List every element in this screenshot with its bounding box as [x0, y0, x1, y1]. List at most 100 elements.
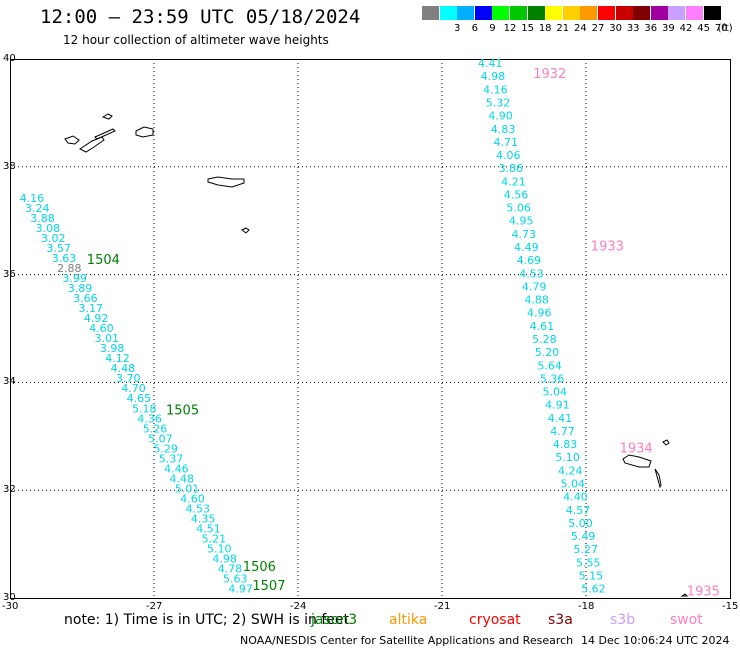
swh-value: 5.63: [223, 573, 248, 586]
pass-time-label: 1505: [166, 404, 199, 419]
swh-value: 4.78: [218, 563, 243, 576]
legend-swatch: [474, 6, 492, 20]
y-tick-label: 30: [3, 592, 16, 603]
legend-swatch: [615, 6, 633, 20]
x-tick-label: -15: [722, 601, 739, 612]
swh-value: 5.26: [143, 422, 168, 435]
swh-value: 3.63: [52, 252, 77, 265]
swh-value: 5.18: [132, 402, 157, 415]
island-outline: [654, 468, 662, 489]
legend-label: 27: [591, 23, 605, 34]
map-frame: [10, 59, 731, 599]
swh-value: 3.01: [95, 332, 120, 345]
swh-value: 4.61: [530, 320, 555, 333]
island-outline: [94, 128, 116, 140]
swh-value: 4.98: [481, 70, 506, 83]
swh-value: 2.88: [57, 262, 81, 275]
footer-timestamp: 14 Dec 10:06:24 UTC 2024: [581, 634, 730, 647]
swh-value: 4.57: [566, 504, 591, 517]
swh-value: 3.08: [36, 222, 61, 235]
swh-value: 5.10: [555, 451, 580, 464]
x-tick-label: -21: [434, 601, 451, 612]
legend-swatch: [492, 6, 510, 20]
legend-unit: (ft): [717, 23, 733, 34]
legend-label: 24: [574, 23, 587, 34]
swh-value: 4.56: [504, 188, 529, 201]
swh-value: 3.57: [46, 242, 71, 255]
swh-value: 5.21: [202, 533, 227, 546]
swh-value: 4.70: [121, 382, 146, 395]
swh-value: 3.66: [73, 292, 98, 305]
swh-value: 3.98: [100, 342, 125, 355]
swh-value: 4.60: [89, 322, 114, 335]
legend-label: 70: [714, 23, 728, 34]
swh-value: 5.32: [486, 96, 511, 109]
legend-swatch: [650, 6, 668, 20]
swh-value: 3.17: [78, 302, 103, 315]
island-outline: [241, 227, 250, 234]
legend-label: 18: [538, 23, 552, 34]
y-tick-label: 40: [3, 53, 16, 64]
swh-value: 3.99: [62, 272, 87, 285]
swh-value: 5.04: [543, 386, 568, 399]
swh-value: 5.36: [540, 372, 565, 385]
swh-value: 4.16: [20, 192, 45, 205]
swh-value: 4.12: [105, 352, 130, 365]
legend-label: 6: [471, 23, 478, 34]
island-outline: [622, 454, 652, 468]
swh-value: 4.36: [137, 412, 162, 425]
legend-swatch: [598, 6, 615, 20]
legend-swatch: [422, 6, 439, 20]
swh-value: 5.28: [532, 333, 557, 346]
note-text: note: 1) Time is in UTC; 2) SWH is in fe…: [64, 612, 350, 628]
swh-value: 4.46: [164, 462, 189, 475]
swh-value: 4.60: [180, 492, 205, 505]
swh-value: 4.91: [545, 399, 570, 412]
legend-label: 12: [503, 23, 517, 34]
x-tick-label: -24: [290, 601, 307, 612]
swh-value: 4.83: [553, 438, 578, 451]
island-outline: [101, 113, 113, 120]
legend-label: 42: [679, 23, 693, 34]
island-outline: [207, 176, 245, 188]
swh-value: 4.92: [84, 312, 109, 325]
swh-value: 5.01: [175, 482, 200, 495]
legend-swatch: [668, 6, 686, 20]
swh-value: 4.51: [196, 522, 221, 535]
y-tick-label: 38: [3, 160, 16, 172]
swh-value: 4.95: [509, 215, 533, 228]
swh-value: 5.55: [576, 556, 601, 569]
satellite-name: altika: [389, 612, 428, 628]
legend-swatch: [703, 6, 721, 20]
swh-value: 4.69: [517, 254, 542, 267]
swh-value: 4.71: [493, 136, 517, 149]
legend-swatch: [633, 6, 651, 20]
swh-value: 3.24: [25, 202, 50, 215]
island-outline: [680, 593, 689, 597]
island-outline: [79, 136, 105, 153]
satellite-name: jason3: [311, 612, 358, 628]
legend-swatch: [510, 6, 527, 20]
swh-value: 4.48: [111, 362, 136, 375]
swh-value: 5.07: [148, 432, 173, 445]
legend-label: 15: [521, 23, 534, 34]
legend-label: 36: [644, 23, 658, 34]
swh-value: 4.35: [191, 512, 216, 525]
swh-value: 4.06: [496, 149, 521, 162]
swh-value: 4.90: [488, 110, 513, 123]
swh-value: 4.40: [563, 491, 588, 504]
x-tick-label: -30: [2, 601, 19, 612]
swh-value: 4.41: [548, 412, 573, 425]
swh-value: 4.83: [491, 123, 516, 136]
legend-swatch: [562, 6, 580, 20]
legend-label: 30: [609, 23, 622, 34]
island-outline: [64, 135, 80, 145]
legend-swatch: [457, 6, 475, 20]
swh-value: 5.15: [579, 569, 604, 582]
swh-value: 4.41: [478, 59, 503, 70]
swh-value: 5.37: [159, 452, 184, 465]
swh-value: 4.24: [558, 464, 583, 477]
legend-label: 3: [454, 23, 461, 34]
swh-value: 4.48: [170, 472, 195, 485]
page-subtitle: 12 hour collection of altimeter wave hei…: [63, 33, 329, 47]
